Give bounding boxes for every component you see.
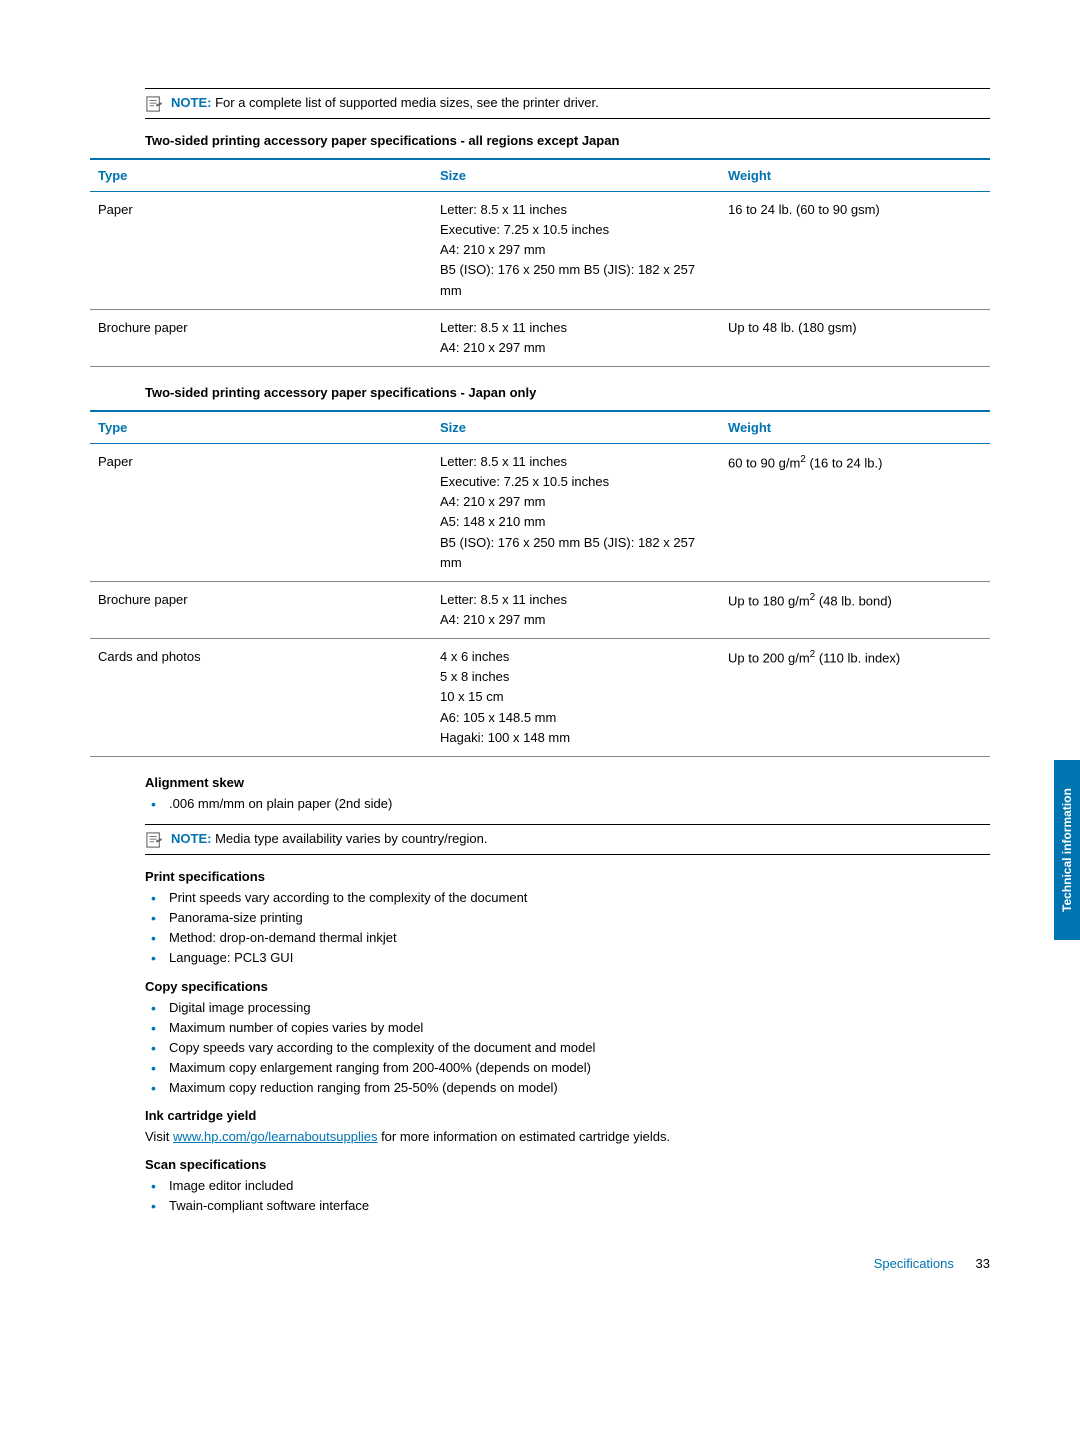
footer-section: Specifications — [874, 1256, 954, 1271]
scan-specs-list: Image editor includedTwain-compliant sof… — [145, 1176, 990, 1216]
side-tab: Technical information — [1054, 760, 1080, 940]
note-icon — [145, 832, 163, 848]
note-text: For a complete list of supported media s… — [215, 95, 599, 110]
list-item: Panorama-size printing — [145, 908, 990, 928]
note-label: NOTE: — [171, 831, 211, 846]
list-item: Copy speeds vary according to the comple… — [145, 1038, 990, 1058]
cell-size: Letter: 8.5 x 11 inchesExecutive: 7.25 x… — [432, 443, 720, 581]
table2-caption: Two-sided printing accessory paper speci… — [145, 385, 990, 400]
list-item: Method: drop-on-demand thermal inkjet — [145, 928, 990, 948]
cell-size: Letter: 8.5 x 11 inchesA4: 210 x 297 mm — [432, 309, 720, 366]
cell-type: Brochure paper — [90, 309, 432, 366]
cell-weight: Up to 48 lb. (180 gsm) — [720, 309, 990, 366]
alignment-list: .006 mm/mm on plain paper (2nd side) — [145, 794, 990, 814]
note-text: Media type availability varies by countr… — [215, 831, 487, 846]
cell-type: Paper — [90, 443, 432, 581]
table-row: PaperLetter: 8.5 x 11 inchesExecutive: 7… — [90, 192, 990, 310]
table-two-sided-except-japan: Type Size Weight PaperLetter: 8.5 x 11 i… — [90, 158, 990, 367]
page-footer: Specifications 33 — [90, 1256, 990, 1271]
table1-caption: Two-sided printing accessory paper speci… — [145, 133, 990, 148]
note-icon — [145, 96, 163, 112]
cell-size: Letter: 8.5 x 11 inchesExecutive: 7.25 x… — [432, 192, 720, 310]
table-row: PaperLetter: 8.5 x 11 inchesExecutive: 7… — [90, 443, 990, 581]
table-header: Size — [432, 159, 720, 192]
ink-heading: Ink cartridge yield — [145, 1108, 990, 1123]
print-specs-list: Print speeds vary according to the compl… — [145, 888, 990, 969]
table-row: Brochure paperLetter: 8.5 x 11 inchesA4:… — [90, 581, 990, 638]
table-row: Cards and photos4 x 6 inches5 x 8 inches… — [90, 639, 990, 757]
cell-weight: Up to 180 g/m2 (48 lb. bond) — [720, 581, 990, 638]
cell-weight: Up to 200 g/m2 (110 lb. index) — [720, 639, 990, 757]
table-header: Weight — [720, 159, 990, 192]
footer-page-number: 33 — [976, 1256, 990, 1271]
alignment-heading: Alignment skew — [145, 775, 990, 790]
ink-paragraph: Visit www.hp.com/go/learnaboutsupplies f… — [145, 1127, 990, 1147]
table-header: Size — [432, 411, 720, 444]
copy-specs-list: Digital image processingMaximum number o… — [145, 998, 990, 1099]
cell-size: Letter: 8.5 x 11 inchesA4: 210 x 297 mm — [432, 581, 720, 638]
list-item: Maximum copy reduction ranging from 25-5… — [145, 1078, 990, 1098]
table-header: Type — [90, 159, 432, 192]
table-header: Type — [90, 411, 432, 444]
list-item: Maximum copy enlargement ranging from 20… — [145, 1058, 990, 1078]
cell-type: Cards and photos — [90, 639, 432, 757]
print-specs-heading: Print specifications — [145, 869, 990, 884]
scan-specs-heading: Scan specifications — [145, 1157, 990, 1172]
copy-specs-heading: Copy specifications — [145, 979, 990, 994]
list-item: Digital image processing — [145, 998, 990, 1018]
list-item: Maximum number of copies varies by model — [145, 1018, 990, 1038]
cell-type: Brochure paper — [90, 581, 432, 638]
cell-type: Paper — [90, 192, 432, 310]
table-two-sided-japan-only: Type Size Weight PaperLetter: 8.5 x 11 i… — [90, 410, 990, 757]
table-row: Brochure paperLetter: 8.5 x 11 inchesA4:… — [90, 309, 990, 366]
ink-text-prefix: Visit — [145, 1129, 173, 1144]
cell-size: 4 x 6 inches5 x 8 inches10 x 15 cmA6: 10… — [432, 639, 720, 757]
ink-link[interactable]: www.hp.com/go/learnaboutsupplies — [173, 1129, 378, 1144]
cell-weight: 16 to 24 lb. (60 to 90 gsm) — [720, 192, 990, 310]
list-item: Twain-compliant software interface — [145, 1196, 990, 1216]
list-item: .006 mm/mm on plain paper (2nd side) — [145, 794, 990, 814]
note-callout: NOTE: For a complete list of supported m… — [145, 88, 990, 119]
ink-text-suffix: for more information on estimated cartri… — [377, 1129, 670, 1144]
cell-weight: 60 to 90 g/m2 (16 to 24 lb.) — [720, 443, 990, 581]
list-item: Print speeds vary according to the compl… — [145, 888, 990, 908]
note-callout: NOTE: Media type availability varies by … — [145, 824, 990, 855]
list-item: Image editor included — [145, 1176, 990, 1196]
note-label: NOTE: — [171, 95, 211, 110]
list-item: Language: PCL3 GUI — [145, 948, 990, 968]
table-header: Weight — [720, 411, 990, 444]
